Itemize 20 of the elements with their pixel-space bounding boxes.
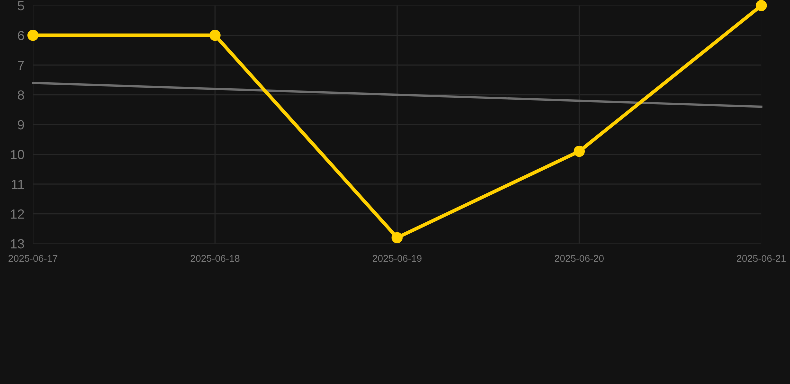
y-tick-label: 10	[11, 150, 24, 160]
point	[574, 146, 586, 158]
y-tick-label: 9	[18, 120, 24, 130]
point	[392, 232, 403, 244]
y-tick-label: 5	[18, 1, 24, 11]
point	[210, 30, 221, 42]
y-tick-label: 11	[12, 180, 24, 190]
y-tick-label: 12	[11, 210, 24, 219]
x-tick-label: 2025-06-20	[555, 255, 604, 262]
x-tick-label: 2025-06-18	[190, 255, 240, 262]
point	[756, 0, 768, 12]
point	[28, 30, 39, 42]
y-tick-label: 8	[18, 90, 24, 100]
x-tick-label: 2025-06-19	[372, 255, 422, 262]
line-series	[32, 82, 763, 108]
x-tick-label: 2025-06-17	[8, 255, 58, 262]
y-tick-label: 13	[11, 239, 24, 249]
y-tick-label: 6	[18, 31, 24, 40]
y-tick-label: 7	[18, 60, 24, 70]
x-tick-label: 2025-06-21	[737, 255, 786, 262]
